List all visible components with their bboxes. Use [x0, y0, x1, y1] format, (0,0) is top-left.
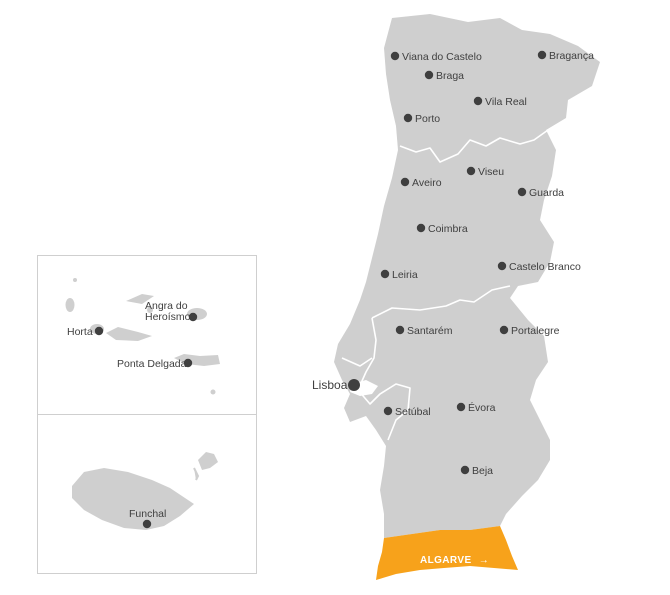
island-graciosa [147, 307, 153, 313]
madeira-islands [72, 452, 218, 530]
city-lisboa[interactable]: Lisboa [312, 378, 360, 392]
district-border-north [399, 129, 549, 163]
city-label: Viana do Castelo [402, 51, 482, 63]
algarve-region[interactable] [376, 526, 518, 580]
district-border-tejo [341, 357, 373, 367]
city-dot [183, 358, 193, 368]
city-dot [348, 379, 360, 391]
city-dot [188, 312, 198, 322]
city-dot [456, 402, 466, 412]
city-porto[interactable]: Porto [403, 113, 440, 125]
city-dot [497, 261, 507, 271]
mainland-portugal [334, 14, 600, 538]
city-dot [537, 50, 547, 60]
city-leiria[interactable]: Leiria [380, 269, 418, 281]
city-dot [499, 325, 509, 335]
city-dot [517, 187, 527, 197]
city-aveiro[interactable]: Aveiro [400, 177, 442, 189]
city-ponta-delgada[interactable]: Ponta Delgada [117, 358, 193, 370]
city-beja[interactable]: Beja [460, 465, 493, 477]
island-madeira [72, 468, 194, 530]
city-viana-do-castelo[interactable]: Viana do Castelo [390, 51, 482, 63]
city-label: Castelo Branco [509, 261, 581, 273]
city-label-line1: Angra do [145, 300, 188, 312]
city-label: Santarém [407, 325, 453, 337]
city-label: Lisboa [312, 378, 348, 392]
city-funchal[interactable]: Funchal [129, 508, 166, 529]
algarve-label-text: ALGARVE [420, 555, 472, 566]
island-santa-maria [210, 389, 216, 395]
city-coimbra[interactable]: Coimbra [416, 223, 468, 235]
city-dot [142, 519, 152, 529]
city-dot [390, 51, 400, 61]
city-dot [400, 177, 410, 187]
city-label: Leiria [392, 269, 418, 281]
city-label: Setúbal [395, 406, 431, 418]
city-dot [466, 166, 476, 176]
city-dot [460, 465, 470, 475]
city-dot [424, 70, 434, 80]
city-dot [416, 223, 426, 233]
district-border-lisbon [357, 317, 411, 441]
island-flores [65, 298, 75, 312]
city-dot [380, 269, 390, 279]
city-dot [395, 325, 405, 335]
city-label: Porto [415, 113, 440, 125]
district-border-center [371, 285, 511, 319]
city-label: Vila Real [485, 96, 527, 108]
island-porto-santo-tail [193, 467, 200, 481]
city-angra-do-heroismo[interactable]: Angra do Heroísmo [145, 300, 198, 323]
city-label: Viseu [478, 166, 504, 178]
city-dot [473, 96, 483, 106]
city-label: Aveiro [412, 177, 442, 189]
city-viseu[interactable]: Viseu [466, 166, 504, 178]
island-sao-jorge [126, 294, 154, 304]
island-pico [106, 327, 152, 341]
city-braganca[interactable]: Bragança [537, 50, 594, 62]
city-label: Funchal [129, 508, 166, 520]
city-braga[interactable]: Braga [424, 70, 464, 82]
city-label: Bragança [549, 50, 594, 62]
city-horta[interactable]: Horta [67, 326, 104, 338]
city-label: Évora [468, 401, 496, 414]
island-porto-santo [198, 452, 218, 470]
city-setubal[interactable]: Setúbal [383, 406, 431, 418]
city-santarem[interactable]: Santarém [395, 325, 453, 337]
city-dot [383, 406, 393, 416]
city-label: Guarda [529, 187, 564, 199]
arrow-right-icon: → [479, 555, 489, 566]
city-dot [403, 113, 413, 123]
city-label: Braga [436, 70, 464, 82]
city-label: Ponta Delgada [117, 358, 187, 370]
city-label: Portalegre [511, 325, 560, 337]
island-corvo [73, 278, 77, 282]
algarve-label[interactable]: ALGARVE → [420, 555, 489, 566]
city-portalegre[interactable]: Portalegre [499, 325, 560, 337]
city-castelo-branco[interactable]: Castelo Branco [497, 261, 581, 273]
city-label: Coimbra [428, 223, 468, 235]
city-evora[interactable]: Évora [456, 401, 496, 414]
city-label: Beja [472, 465, 493, 477]
city-label-line2: Heroísmo [145, 311, 191, 323]
city-label: Horta [67, 326, 93, 338]
city-guarda[interactable]: Guarda [517, 187, 564, 199]
city-dot [94, 326, 104, 336]
city-vila-real[interactable]: Vila Real [473, 96, 527, 108]
